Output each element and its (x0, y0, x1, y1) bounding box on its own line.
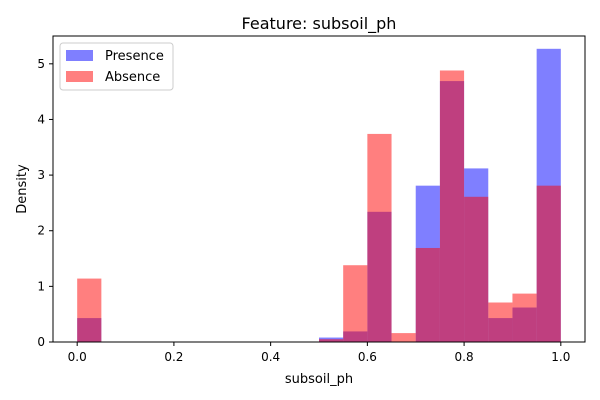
bar-absence-16 (464, 196, 489, 342)
bar-absence-18 (512, 293, 537, 342)
bar-absence-11 (343, 265, 368, 342)
chart-title: Feature: subsoil_ph (242, 14, 397, 34)
y-axis-label: Density (15, 164, 30, 214)
y-tick-label: 5 (37, 57, 45, 71)
y-tick-label: 4 (37, 112, 45, 126)
bar-absence-0 (77, 278, 102, 342)
legend-label-absence: Absence (105, 70, 160, 85)
y-axis-ticks: 0 1 2 3 4 5 (37, 57, 53, 349)
x-tick-label: 0.0 (68, 350, 87, 364)
y-tick-label: 1 (37, 279, 45, 293)
legend-swatch-absence (66, 71, 93, 82)
bar-absence-12 (367, 133, 392, 342)
bar-absence-19 (536, 185, 561, 342)
y-tick-label: 0 (37, 335, 45, 349)
bars-layer (77, 48, 561, 343)
bar-absence-10 (319, 339, 344, 342)
bar-absence-17 (488, 302, 513, 342)
x-tick-label: 0.4 (261, 350, 280, 364)
x-axis-ticks: 0.0 0.2 0.4 0.6 0.8 1.0 (68, 342, 570, 364)
x-tick-label: 0.6 (358, 350, 377, 364)
x-tick-label: 1.0 (551, 350, 570, 364)
bar-absence-13 (391, 333, 416, 342)
x-tick-label: 0.2 (164, 350, 183, 364)
plot-frame (52, 35, 586, 343)
legend-label-presence: Presence (105, 49, 164, 64)
x-tick-label: 0.8 (455, 350, 474, 364)
legend: Presence Absence (59, 42, 174, 91)
legend-swatch-presence (66, 50, 93, 61)
bar-absence-15 (439, 70, 465, 343)
x-axis-label: subsoil_ph (285, 372, 353, 387)
y-tick-label: 3 (37, 168, 45, 182)
y-tick-label: 2 (37, 224, 45, 238)
bar-absence-14 (415, 247, 440, 342)
